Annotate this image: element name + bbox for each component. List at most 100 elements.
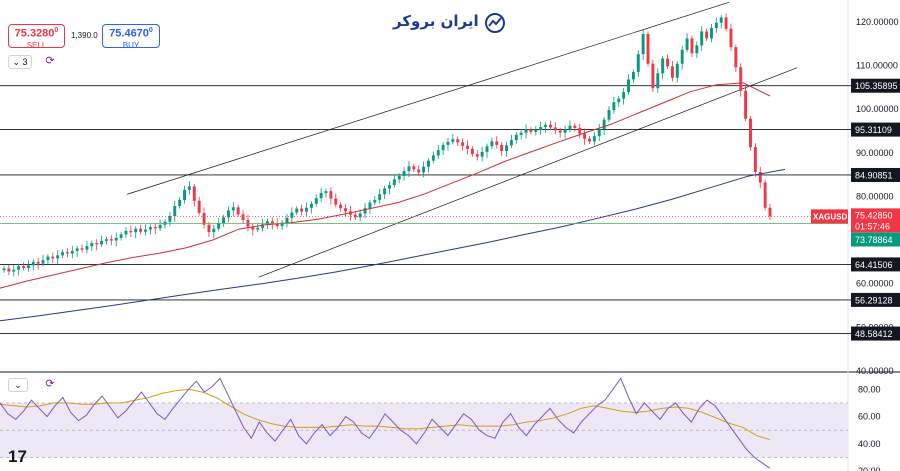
price-axis-tick-label: 80.00000 [856, 191, 894, 201]
candle-body [183, 189, 186, 200]
candle-body [573, 125, 577, 128]
candle-body [51, 256, 55, 259]
candle-body [61, 252, 65, 256]
level-price-label: 105.35895 [855, 81, 898, 91]
candle-body [734, 47, 738, 68]
buy-price-pip: 0 [148, 27, 153, 34]
candle-body [373, 199, 377, 203]
rsi-collapse-toggle[interactable]: ⌄ [8, 378, 28, 392]
candle-body [153, 226, 157, 229]
candle-body [217, 223, 221, 229]
level-price-label: 56.29128 [855, 295, 893, 305]
candle-body [90, 243, 94, 247]
candle-body [363, 208, 367, 214]
buy-button[interactable]: 75.46700 BUY [102, 24, 160, 50]
candle-body [285, 217, 289, 223]
broker-logo-text: ایران بروکر [393, 12, 479, 30]
level-price-tag [851, 167, 900, 182]
chevron-down-icon: ⌄ [12, 57, 20, 67]
candle-body [173, 206, 177, 217]
candle-body [129, 230, 133, 233]
candle-body [266, 221, 269, 225]
candle-body [383, 188, 387, 195]
candle-body [651, 63, 655, 89]
candle-body [134, 228, 138, 233]
candle-body [114, 237, 118, 241]
candle-body [187, 186, 191, 190]
candle-body [329, 191, 333, 199]
candle-body [402, 171, 406, 176]
candle-body [226, 210, 230, 218]
candle-body [724, 17, 728, 29]
candle-body [368, 202, 372, 209]
candle-body [275, 223, 279, 227]
candle-body [309, 203, 313, 208]
candle-body [524, 129, 528, 133]
candle-body [705, 31, 709, 39]
candle-body [85, 246, 89, 250]
candle-body [7, 268, 11, 272]
level-price-tag [851, 78, 900, 93]
candle-body [758, 171, 762, 183]
candle-body [80, 248, 84, 250]
candle-body [451, 139, 455, 142]
candle-body [646, 34, 650, 64]
level-price-label: 95.31109 [855, 125, 892, 135]
price-axis-tick-label: 60.00000 [856, 279, 894, 289]
candle-body [256, 227, 260, 230]
candle-body [75, 248, 79, 251]
candle-body [519, 132, 523, 135]
candle-body [236, 207, 240, 215]
candle-body [212, 228, 216, 233]
candle-body [636, 54, 640, 73]
candle-body [749, 118, 752, 148]
sell-button[interactable]: 75.32800 SELL [8, 24, 65, 50]
candle-body [553, 127, 557, 131]
sync-icon[interactable]: ⟳ [42, 54, 58, 70]
rsi-sync-icon[interactable]: ⟳ [42, 377, 58, 393]
candle-body [119, 234, 123, 238]
candle-body [485, 146, 489, 152]
sell-price: 75.3280 [14, 27, 55, 40]
candle-body [475, 154, 479, 157]
level-price-label: 84.90851 [855, 170, 893, 180]
candle-body [539, 127, 543, 131]
candle-body [109, 239, 113, 241]
candle-body [529, 129, 533, 132]
candle-body [178, 199, 182, 207]
candle-body [290, 212, 294, 218]
candle-body [36, 261, 40, 264]
candle-body [70, 250, 74, 254]
rsi-axis-tick-label: 80.00 [858, 384, 881, 394]
symbol-label: XAGUSD [813, 212, 847, 221]
indicator-collapse-toggle[interactable]: ⌄ 3 [8, 55, 32, 69]
candle-body [431, 155, 435, 161]
candle-body [666, 58, 670, 67]
rsi-band [0, 402, 848, 458]
price-axis-tick-label: 110.00000 [856, 60, 898, 70]
level-price-label: 48.58412 [855, 329, 893, 339]
chevron-down-icon: ⌄ [14, 380, 22, 390]
candle-body [509, 140, 513, 146]
candle-body [12, 269, 16, 272]
candle-body [617, 98, 621, 103]
channel-trendline [127, 1, 730, 195]
candle-body [563, 129, 567, 133]
candle-body [602, 119, 606, 130]
candle-body [505, 145, 508, 152]
bar-countdown-label: 01:57:46 [855, 221, 890, 231]
candle-body [548, 124, 552, 128]
candle-body [197, 200, 201, 213]
rsi-axis-tick-label: 20.00 [858, 466, 881, 471]
candle-body [753, 147, 757, 172]
candle-body [22, 266, 25, 268]
candle-body [231, 207, 235, 211]
bid-price-label: 73.78864 [855, 235, 893, 245]
candle-body [387, 185, 391, 189]
candle-body [26, 265, 30, 268]
bid-price-tag [851, 232, 900, 247]
candle-body [148, 226, 152, 230]
candle-body [719, 17, 723, 23]
candle-body [378, 194, 382, 200]
